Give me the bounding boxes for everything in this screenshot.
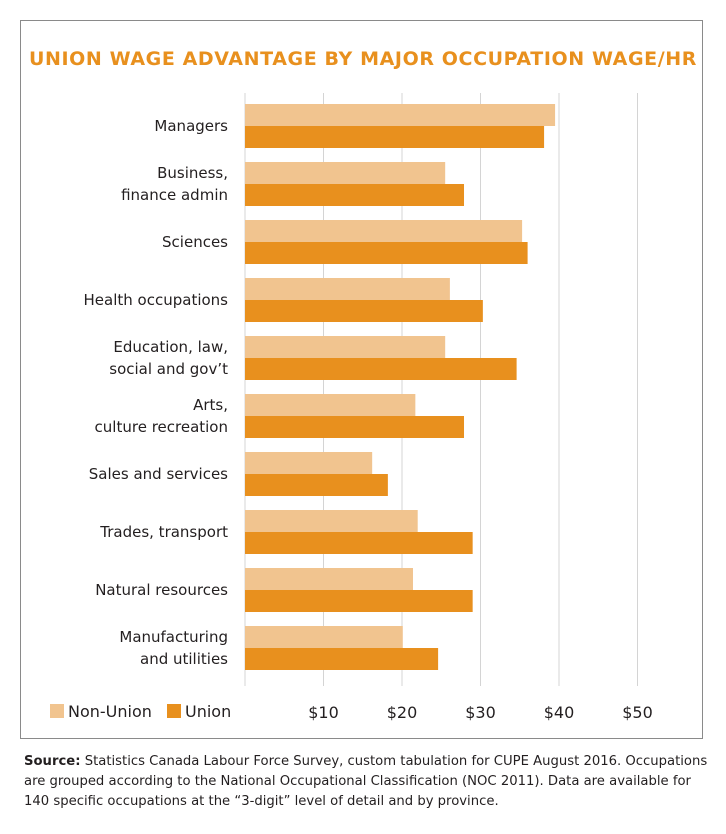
non-union-bar (245, 626, 403, 648)
non-union-bar (245, 394, 416, 416)
category-label: Sciences (162, 233, 228, 251)
category-label: Managers (154, 117, 228, 135)
union-bar (245, 242, 528, 264)
non-union-bar (245, 452, 373, 474)
union-bar (245, 358, 517, 380)
x-tick-label: $10 (308, 703, 339, 722)
union-bar (245, 590, 473, 612)
non-union-bar (245, 336, 446, 358)
union-bar (245, 474, 388, 496)
category-label: Natural resources (95, 581, 228, 599)
non-union-bar (245, 568, 413, 590)
union-bar (245, 300, 483, 322)
chart-frame (20, 20, 703, 739)
legend-label-non-union: Non-Union (68, 702, 152, 721)
category-label: and utilities (140, 650, 228, 668)
x-tick-label: $30 (465, 703, 496, 722)
chart-title: UNION WAGE ADVANTAGE BY MAJOR OCCUPATION… (28, 48, 698, 70)
non-union-bar (245, 104, 556, 126)
category-label: Arts, (193, 396, 228, 414)
legend-label-union: Union (185, 702, 231, 721)
union-bar (245, 126, 545, 148)
union-bar (245, 184, 465, 206)
union-bar (245, 648, 439, 670)
source-note: Source: Statistics Canada Labour Force S… (24, 752, 714, 812)
x-tick-label: $50 (622, 703, 653, 722)
union-bar (245, 416, 465, 438)
legend-swatch-non-union (50, 704, 64, 718)
union-bar (245, 532, 473, 554)
non-union-bar (245, 510, 418, 532)
category-label: Education, law, (113, 338, 228, 356)
category-label: finance admin (121, 186, 228, 204)
x-tick-label: $20 (387, 703, 418, 722)
category-label: Sales and services (89, 465, 228, 483)
category-label: Trades, transport (99, 523, 228, 541)
category-label: Business, (157, 164, 228, 182)
source-label: Source: (24, 754, 81, 769)
non-union-bar (245, 162, 446, 184)
x-tick-label: $40 (544, 703, 575, 722)
bar-chart: Managers Business, finance admin Sciences He… (50, 93, 653, 722)
non-union-bar (245, 220, 523, 242)
category-label: Health occupations (84, 291, 229, 309)
source-text: Statistics Canada Labour Force Survey, c… (24, 754, 708, 809)
legend-swatch-union (167, 704, 181, 718)
category-label: Manufacturing (119, 628, 228, 646)
non-union-bar (245, 278, 450, 300)
category-label: social and gov’t (109, 360, 228, 378)
category-label: culture recreation (95, 418, 228, 436)
